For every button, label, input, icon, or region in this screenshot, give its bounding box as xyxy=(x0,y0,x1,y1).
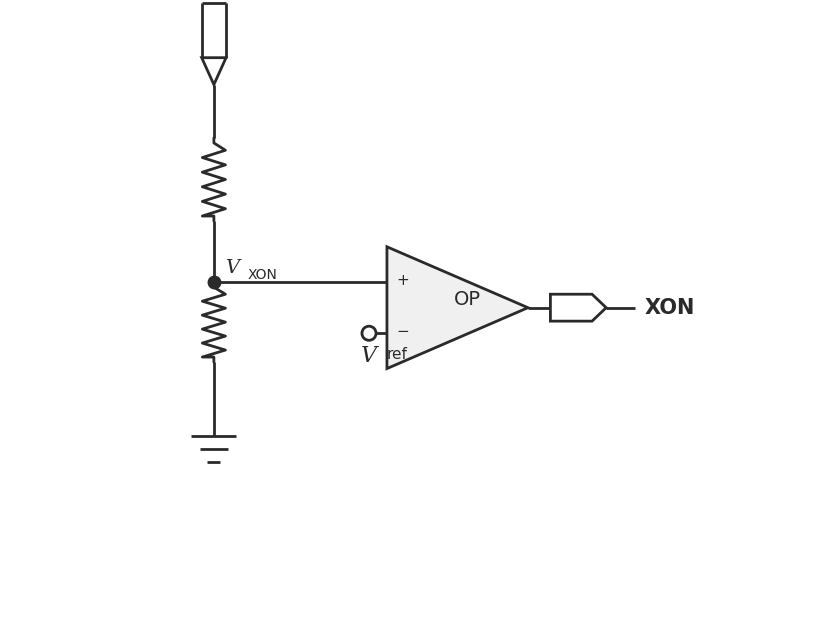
Text: V: V xyxy=(361,345,377,367)
Text: ref: ref xyxy=(387,347,408,362)
Text: V: V xyxy=(225,259,240,277)
Text: +: + xyxy=(396,273,409,288)
Text: XON: XON xyxy=(247,268,277,282)
Text: OP: OP xyxy=(453,290,480,310)
Text: −: − xyxy=(396,324,409,340)
Text: XON: XON xyxy=(644,297,695,318)
Polygon shape xyxy=(387,247,528,369)
